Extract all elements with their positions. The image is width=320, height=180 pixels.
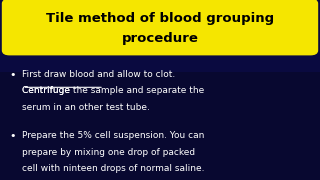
Text: Prepare the 5% cell suspension. You can: Prepare the 5% cell suspension. You can (22, 131, 205, 140)
Text: First draw blood and allow to clot.: First draw blood and allow to clot. (22, 70, 179, 79)
Text: •: • (10, 131, 16, 141)
Text: •: • (10, 70, 16, 80)
Text: prepare by mixing one drop of packed: prepare by mixing one drop of packed (22, 148, 196, 157)
Text: Centrifuge the sample and separate the: Centrifuge the sample and separate the (22, 86, 205, 95)
Text: procedure: procedure (122, 32, 198, 45)
Text: Centrifuge: Centrifuge (22, 86, 73, 95)
Text: Tile method of blood grouping: Tile method of blood grouping (46, 12, 274, 25)
FancyBboxPatch shape (0, 0, 320, 72)
FancyBboxPatch shape (3, 0, 317, 54)
Text: cell with ninteen drops of normal saline.: cell with ninteen drops of normal saline… (22, 164, 205, 173)
Text: serum in an other test tube.: serum in an other test tube. (22, 103, 150, 112)
